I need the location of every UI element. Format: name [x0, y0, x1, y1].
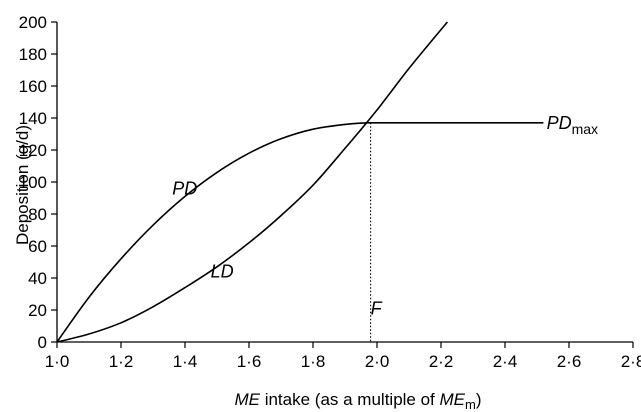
y-tick-label: 20 — [28, 301, 47, 320]
x-tick-label: 1·2 — [109, 352, 134, 371]
y-tick-label: 80 — [28, 205, 47, 224]
y-tick-label: 200 — [19, 13, 47, 32]
y-tick-label: 100 — [19, 173, 47, 192]
x-tick-label: 1·0 — [45, 352, 70, 371]
x-axis-label: ME intake (as a multiple of MEm) — [234, 390, 481, 412]
ticks: 0 20 40 60 80 100 120 140 160 180 200 1·0 1·2 1·4 1·6 1… — [19, 13, 641, 371]
x-tick-label: 1·4 — [173, 352, 198, 371]
x-tick-label: 2·4 — [493, 352, 518, 371]
x-tick-label: 1·8 — [301, 352, 326, 371]
y-tick-label: 120 — [19, 141, 47, 160]
x-tick-label: 2·6 — [557, 352, 582, 371]
y-tick-label: 60 — [28, 237, 47, 256]
annotation-label: LD — [211, 262, 234, 282]
axes — [56, 22, 633, 343]
annotations: PD LD PDmax F — [172, 113, 598, 319]
annotation-label: F — [371, 298, 383, 318]
series-line-ld — [56, 21, 449, 343]
y-tick-label: 180 — [19, 45, 47, 64]
x-tick-label: 2·2 — [429, 352, 454, 371]
y-tick-label: 40 — [28, 269, 47, 288]
y-axis-label: Deposition (g/d) — [13, 125, 32, 245]
x-tick-label: 2·0 — [365, 352, 390, 371]
x-tick-label: 2·8 — [621, 352, 641, 371]
y-tick-label: 0 — [38, 333, 47, 352]
annotation-label: PD — [172, 178, 197, 198]
series-line-pd — [56, 122, 544, 343]
series-lines — [56, 21, 544, 343]
x-tick-label: 1·6 — [237, 352, 262, 371]
annotation-label: PDmax — [547, 113, 598, 137]
y-tick-label: 160 — [19, 77, 47, 96]
y-tick-label: 140 — [19, 109, 47, 128]
